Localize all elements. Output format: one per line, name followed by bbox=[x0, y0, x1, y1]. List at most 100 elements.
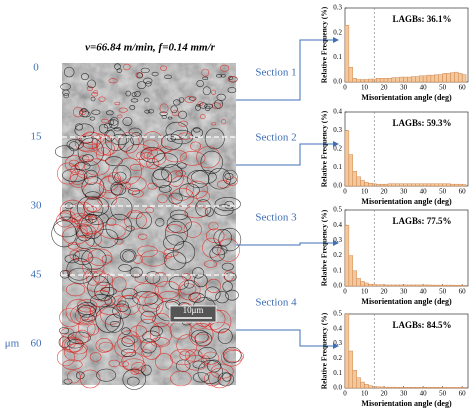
x-tick-label: 30 bbox=[400, 84, 408, 92]
grain bbox=[93, 90, 99, 94]
plot-frame bbox=[344, 313, 469, 389]
grain bbox=[62, 359, 83, 370]
bar bbox=[461, 74, 467, 83]
grain bbox=[64, 254, 80, 264]
y-axis-label: Relative Frequency (%) bbox=[320, 6, 329, 83]
grain bbox=[122, 250, 135, 262]
section-connector bbox=[236, 240, 339, 246]
grain bbox=[217, 238, 240, 262]
grain bbox=[129, 163, 144, 171]
grain bbox=[195, 190, 210, 202]
grain bbox=[87, 86, 93, 91]
grain bbox=[69, 342, 88, 355]
bar bbox=[430, 183, 436, 187]
grain bbox=[111, 276, 127, 292]
grain bbox=[152, 169, 169, 181]
bar bbox=[364, 79, 369, 83]
grain bbox=[140, 250, 168, 267]
bar bbox=[348, 350, 354, 389]
grain bbox=[170, 348, 196, 366]
bar bbox=[458, 73, 463, 83]
grain bbox=[143, 77, 153, 84]
section-connector bbox=[236, 329, 339, 349]
bar bbox=[379, 78, 385, 83]
section-label: Section 2 bbox=[255, 132, 296, 144]
grain bbox=[158, 290, 180, 303]
annotation: LAGBs: 59.3% bbox=[392, 118, 451, 128]
grain bbox=[78, 135, 93, 144]
grain bbox=[96, 368, 117, 382]
grain bbox=[220, 64, 230, 72]
y-tick-label: 0.0 bbox=[333, 182, 342, 190]
grain bbox=[81, 111, 91, 118]
bar bbox=[430, 284, 436, 287]
grain bbox=[157, 193, 168, 204]
x-tick-label: 0 bbox=[343, 188, 347, 196]
grain bbox=[198, 347, 217, 360]
grain bbox=[100, 286, 117, 296]
bar bbox=[360, 281, 365, 287]
bar bbox=[461, 285, 467, 287]
x-tick-label: 10 bbox=[361, 188, 369, 196]
grain bbox=[159, 103, 169, 114]
grain bbox=[192, 267, 205, 279]
y-tick-label: 0.2 bbox=[333, 251, 342, 259]
grain bbox=[190, 329, 209, 344]
bar bbox=[434, 387, 439, 389]
grain bbox=[188, 322, 214, 347]
depth-tick-label: 60 bbox=[31, 338, 43, 350]
grain bbox=[224, 172, 234, 180]
bar bbox=[461, 184, 467, 187]
x-tick-label: 40 bbox=[420, 390, 428, 398]
grain bbox=[110, 197, 133, 221]
depth-tick-label: 45 bbox=[31, 269, 43, 281]
grain bbox=[224, 200, 235, 210]
bar bbox=[352, 370, 357, 389]
bar bbox=[454, 387, 459, 389]
bar bbox=[458, 387, 463, 389]
grain bbox=[211, 244, 228, 256]
grain bbox=[145, 271, 161, 284]
grain bbox=[77, 304, 96, 318]
grain bbox=[94, 290, 111, 302]
grain bbox=[144, 97, 150, 103]
grain bbox=[106, 218, 117, 226]
bar bbox=[426, 183, 432, 187]
grain bbox=[137, 291, 164, 318]
grain bbox=[81, 248, 107, 270]
bar bbox=[438, 387, 443, 389]
bar bbox=[383, 183, 389, 187]
grain bbox=[98, 341, 114, 352]
grain bbox=[140, 338, 157, 354]
bar bbox=[454, 183, 459, 187]
bar bbox=[376, 183, 381, 187]
grain bbox=[67, 370, 81, 384]
bar bbox=[352, 170, 357, 187]
grain bbox=[129, 105, 136, 111]
bar bbox=[422, 284, 428, 287]
bar bbox=[438, 183, 443, 187]
depth-tick-label: 30 bbox=[31, 200, 43, 212]
grain bbox=[104, 129, 116, 142]
grain bbox=[140, 349, 152, 357]
bar bbox=[454, 285, 459, 287]
grain bbox=[74, 159, 100, 179]
grain bbox=[193, 127, 201, 133]
grain bbox=[178, 97, 185, 103]
y-tick-label: 0.1 bbox=[333, 369, 342, 377]
grain bbox=[135, 211, 152, 229]
grain bbox=[106, 110, 114, 116]
bar bbox=[356, 377, 361, 389]
bar bbox=[364, 282, 369, 287]
grain bbox=[215, 291, 229, 304]
bar bbox=[344, 25, 350, 83]
grain bbox=[121, 335, 135, 347]
y-tick-label: 0.1 bbox=[333, 266, 342, 274]
bar bbox=[360, 79, 365, 83]
grain bbox=[66, 139, 84, 150]
y-axis-label: Relative Frequency (%) bbox=[320, 312, 329, 389]
bar bbox=[403, 387, 408, 389]
grain bbox=[98, 175, 122, 200]
grain bbox=[101, 118, 109, 124]
grain bbox=[223, 346, 242, 364]
